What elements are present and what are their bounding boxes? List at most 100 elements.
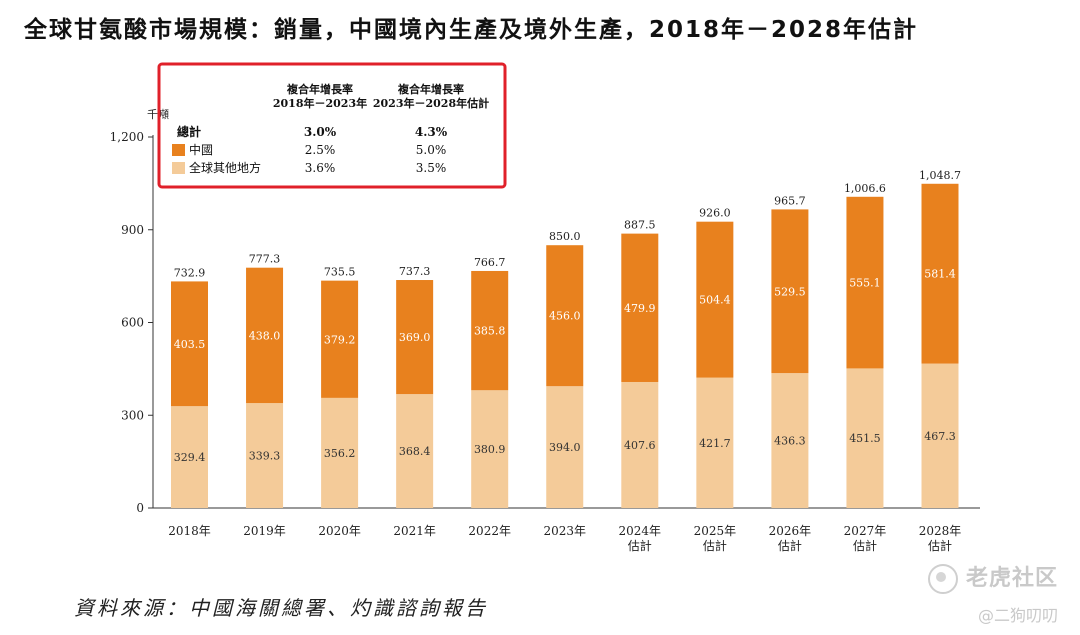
bar-segment-rest: [771, 373, 809, 508]
bar-segment-rest: [846, 368, 884, 508]
y-tick-label: 900: [121, 223, 144, 237]
data-label-total: 766.7: [474, 256, 506, 269]
data-label-china: 581.4: [924, 268, 956, 281]
bar-segment-china: [921, 183, 959, 364]
bar-segment-rest: [471, 390, 509, 508]
data-label-china: 369.0: [399, 331, 431, 344]
data-label-rest: 356.2: [324, 447, 356, 460]
y-tick-label: 600: [121, 316, 144, 330]
x-tick-label: 2028年: [919, 524, 962, 538]
legend-row-label: 中國: [189, 142, 213, 157]
data-label-total: 850.0: [549, 230, 581, 243]
data-label-rest: 421.7: [699, 437, 731, 450]
x-tick-label: 2021年: [393, 524, 436, 538]
x-tick-label: 2026年: [769, 524, 812, 538]
data-label-china: 403.5: [174, 338, 206, 351]
bar-segment-rest: [546, 386, 584, 508]
bar-segment-china: [171, 281, 208, 407]
legend-row-label: 總計: [177, 124, 201, 139]
watermark-brand-text: 老虎社区: [965, 566, 1058, 591]
legend-cagr-2018-2023: 3.6%: [305, 161, 336, 175]
legend-cagr-2023-2028: 5.0%: [416, 143, 447, 157]
data-label-china: 479.9: [624, 302, 656, 315]
data-label-rest: 380.9: [474, 443, 506, 456]
x-tick-label: 2025年: [694, 524, 737, 538]
x-tick-label: 2020年: [318, 524, 361, 538]
x-tick-label: 估計: [853, 538, 877, 553]
data-label-rest: 339.3: [249, 450, 281, 463]
data-label-china: 555.1: [849, 277, 881, 290]
legend-cagr-2023-2028: 4.3%: [415, 125, 448, 139]
bar-segment-china: [621, 233, 659, 382]
bar-segment-rest: [171, 406, 208, 508]
data-label-total: 737.3: [399, 265, 431, 278]
data-label-china: 385.8: [474, 325, 506, 338]
x-tick-label: 估計: [703, 538, 727, 553]
legend-swatch-china: [172, 144, 185, 156]
data-label-total: 777.3: [249, 253, 281, 266]
data-label-rest: 407.6: [624, 439, 656, 452]
legend-cagr-2018-2023: 3.0%: [304, 125, 337, 139]
data-label-china: 438.0: [249, 329, 281, 342]
y-tick-label: 0: [136, 501, 144, 515]
data-label-china: 504.4: [699, 294, 731, 307]
x-tick-label: 2018年: [168, 524, 211, 538]
legend-highlight-box: [157, 62, 507, 189]
x-tick-label: 2022年: [468, 524, 511, 538]
watermark-brand: 老虎社区: [927, 560, 1058, 594]
data-label-total: 926.0: [699, 207, 731, 220]
bar-segment-china: [321, 280, 359, 398]
bar-segment-china: [771, 209, 809, 374]
x-tick-label: 2027年: [844, 524, 887, 538]
legend-cagr-2018-2023: 2.5%: [305, 143, 336, 157]
data-label-rest: 467.3: [924, 430, 956, 443]
bar-segment-china: [246, 267, 284, 404]
bar-segment-china: [396, 280, 434, 395]
data-label-china: 379.2: [324, 333, 356, 346]
x-tick-label: 2023年: [543, 524, 586, 538]
x-tick-label: 估計: [928, 538, 952, 553]
bar-segment-rest: [696, 377, 734, 508]
x-tick-label: 估計: [778, 538, 802, 553]
bar-segment-rest: [621, 381, 659, 508]
legend-column-header: 2023年－2028年估計: [373, 96, 489, 110]
data-label-total: 732.9: [174, 266, 206, 279]
legend-column-header: 複合年增長率: [286, 82, 353, 96]
data-label-rest: 329.4: [174, 451, 206, 464]
bar-segment-china: [696, 221, 734, 378]
bar-segment-rest: [921, 363, 959, 508]
x-tick-label: 2024年: [619, 524, 662, 538]
data-label-total: 1,048.7: [919, 169, 961, 182]
bar-segment-rest: [246, 403, 284, 508]
bar-segment-china: [471, 270, 509, 391]
data-label-total: 887.5: [624, 219, 656, 232]
legend-column-header: 複合年增長率: [397, 82, 464, 96]
bar-segment-china: [846, 196, 884, 369]
page-title: 全球甘氨酸市場規模：銷量，中國境內生產及境外生產，2018年－2028年估計: [24, 17, 919, 43]
data-label-china: 529.5: [774, 285, 806, 298]
bar-segment-china: [546, 245, 584, 387]
bar-segment-rest: [396, 394, 434, 508]
legend-cagr-2023-2028: 3.5%: [416, 161, 447, 175]
watermark-user: @二狗叨叨: [977, 606, 1058, 625]
y-tick-label: 300: [121, 408, 144, 422]
data-label-rest: 436.3: [774, 435, 806, 448]
data-label-total: 1,006.6: [844, 182, 886, 195]
data-label-total: 735.5: [324, 266, 356, 279]
data-label-rest: 451.5: [849, 432, 881, 445]
x-tick-label: 估計: [628, 538, 652, 553]
data-label-total: 965.7: [774, 194, 806, 207]
y-tick-label: 1,200: [110, 130, 144, 144]
data-label-china: 456.0: [549, 310, 581, 323]
data-label-rest: 394.0: [549, 441, 581, 454]
x-tick-label: 2019年: [243, 524, 286, 538]
legend-column-header: 2018年－2023年: [273, 96, 367, 110]
legend-swatch-rest: [172, 162, 185, 174]
data-label-rest: 368.4: [399, 445, 431, 458]
watermark: 老虎社区 @二狗叨叨: [927, 560, 1058, 626]
tiger-logo-icon: [927, 564, 958, 594]
legend-row-label: 全球其他地方: [189, 160, 261, 175]
bar-segment-rest: [321, 397, 359, 508]
source-note: 資料來源：中國海關總署、灼識諮詢報告: [74, 596, 488, 620]
